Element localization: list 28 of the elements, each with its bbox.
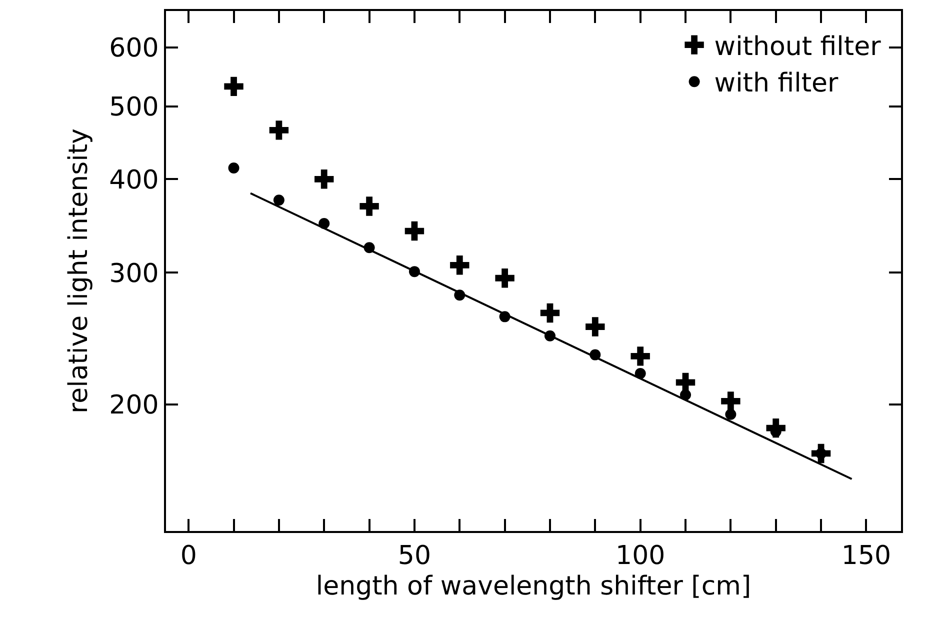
point xyxy=(540,303,560,323)
point xyxy=(228,162,240,174)
point xyxy=(224,76,244,96)
point xyxy=(269,120,289,140)
legend-label: with filter xyxy=(714,68,839,99)
y-tick-label: 300 xyxy=(109,258,159,289)
x-axis-title: length of wavelength shifter [cm] xyxy=(316,571,752,602)
point xyxy=(273,194,284,206)
point xyxy=(450,256,470,275)
y-tick-label: 600 xyxy=(109,33,159,64)
point xyxy=(360,196,379,216)
y-tick-label: 400 xyxy=(109,165,159,196)
point xyxy=(725,408,736,420)
point xyxy=(404,221,424,241)
point xyxy=(721,392,740,411)
x-tick-label: 150 xyxy=(841,541,892,572)
point xyxy=(314,170,334,189)
legend-label: without filter xyxy=(714,32,882,62)
point xyxy=(630,346,650,366)
point xyxy=(495,268,514,288)
point xyxy=(680,389,692,400)
y-tick-label: 200 xyxy=(109,390,159,421)
x-tick-label: 0 xyxy=(180,541,197,572)
x-tick-label: 100 xyxy=(616,541,666,572)
y-tick-label: 500 xyxy=(109,92,159,123)
x-tick-label: 50 xyxy=(398,541,432,572)
point xyxy=(586,317,605,336)
y-axis-title: relative light intensity xyxy=(64,128,94,414)
